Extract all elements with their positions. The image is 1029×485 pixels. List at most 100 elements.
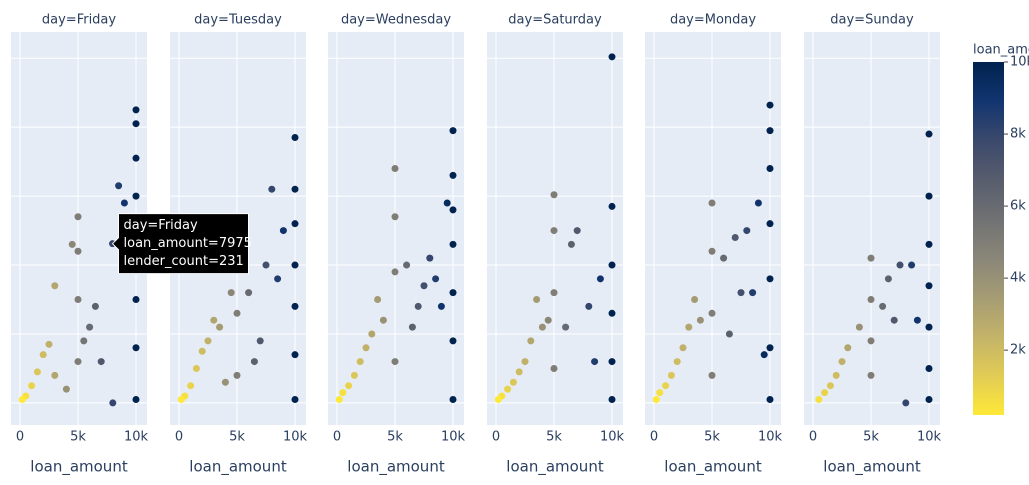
x-tick-label: 10k bbox=[283, 430, 308, 445]
point bbox=[913, 316, 921, 324]
point bbox=[673, 358, 681, 366]
point bbox=[449, 206, 457, 214]
point bbox=[867, 254, 875, 262]
x-tick-label: 5k bbox=[546, 430, 562, 445]
point bbox=[521, 358, 529, 366]
x-tick-label: 0 bbox=[492, 430, 500, 445]
point bbox=[391, 268, 399, 276]
point bbox=[708, 371, 716, 379]
point bbox=[51, 371, 59, 379]
point bbox=[652, 395, 660, 403]
point bbox=[925, 364, 933, 372]
tooltip-line: lender_count=231 bbox=[124, 254, 244, 269]
point bbox=[515, 368, 523, 376]
point bbox=[198, 347, 206, 355]
point bbox=[80, 337, 88, 345]
point bbox=[97, 358, 105, 366]
point bbox=[432, 275, 440, 283]
point bbox=[708, 309, 716, 317]
point bbox=[832, 371, 840, 379]
point bbox=[449, 289, 457, 297]
colorbar-tick-label: 2k bbox=[1010, 343, 1026, 358]
point bbox=[62, 385, 70, 393]
point bbox=[691, 296, 699, 304]
colorbar-tick-label: 6k bbox=[1010, 199, 1026, 214]
point bbox=[291, 261, 299, 269]
point bbox=[608, 53, 616, 61]
point bbox=[335, 395, 343, 403]
point bbox=[573, 227, 581, 235]
facet-title: day=Sunday bbox=[830, 13, 914, 28]
point bbox=[443, 199, 451, 207]
x-tick-label: 5k bbox=[387, 430, 403, 445]
point bbox=[737, 289, 745, 297]
point bbox=[291, 220, 299, 228]
point bbox=[291, 302, 299, 310]
point bbox=[33, 368, 41, 376]
point bbox=[538, 323, 546, 331]
point bbox=[74, 247, 82, 255]
point bbox=[662, 382, 670, 390]
point bbox=[250, 358, 258, 366]
point bbox=[925, 282, 933, 290]
point bbox=[766, 344, 774, 352]
point bbox=[838, 358, 846, 366]
point bbox=[362, 344, 370, 352]
point bbox=[844, 344, 852, 352]
facet-title: day=Wednesday bbox=[341, 13, 451, 28]
point bbox=[132, 106, 140, 114]
point bbox=[504, 385, 512, 393]
point bbox=[867, 371, 875, 379]
point bbox=[177, 395, 185, 403]
x-tick-label: 0 bbox=[650, 430, 658, 445]
point bbox=[685, 323, 693, 331]
point bbox=[925, 130, 933, 138]
point bbox=[233, 309, 241, 317]
point bbox=[494, 395, 502, 403]
point bbox=[608, 395, 616, 403]
point bbox=[527, 337, 535, 345]
point bbox=[391, 358, 399, 366]
point bbox=[291, 395, 299, 403]
point bbox=[345, 382, 353, 390]
point bbox=[437, 302, 445, 310]
x-tick-label: 0 bbox=[333, 430, 341, 445]
point bbox=[204, 337, 212, 345]
point bbox=[656, 389, 664, 397]
tooltip: day=Friday loan_amount=7975 lender_count=2… bbox=[111, 213, 252, 275]
point bbox=[867, 337, 875, 345]
x-tick-label: 0 bbox=[16, 430, 24, 445]
point bbox=[391, 213, 399, 221]
point bbox=[749, 289, 757, 297]
point bbox=[760, 351, 768, 359]
point bbox=[896, 261, 904, 269]
x-tick-label: 10k bbox=[600, 430, 625, 445]
point bbox=[596, 275, 604, 283]
tooltip-box bbox=[111, 213, 250, 275]
point bbox=[550, 289, 558, 297]
point bbox=[291, 351, 299, 359]
x-tick-label: 0 bbox=[809, 430, 817, 445]
point bbox=[766, 101, 774, 109]
point bbox=[608, 358, 616, 366]
colorbar-tick-label: 8k bbox=[1010, 127, 1026, 142]
point bbox=[74, 358, 82, 366]
point bbox=[74, 296, 82, 304]
point bbox=[708, 247, 716, 255]
point bbox=[550, 364, 558, 372]
x-axis-title: loan_amount bbox=[664, 458, 762, 477]
point bbox=[562, 323, 570, 331]
point bbox=[192, 364, 200, 372]
point bbox=[766, 127, 774, 135]
point bbox=[109, 399, 117, 407]
plot-background bbox=[645, 32, 781, 425]
point bbox=[679, 344, 687, 352]
point bbox=[279, 227, 287, 235]
point bbox=[608, 309, 616, 317]
point bbox=[890, 316, 898, 324]
point bbox=[449, 395, 457, 403]
point bbox=[449, 171, 457, 179]
point bbox=[708, 199, 716, 207]
